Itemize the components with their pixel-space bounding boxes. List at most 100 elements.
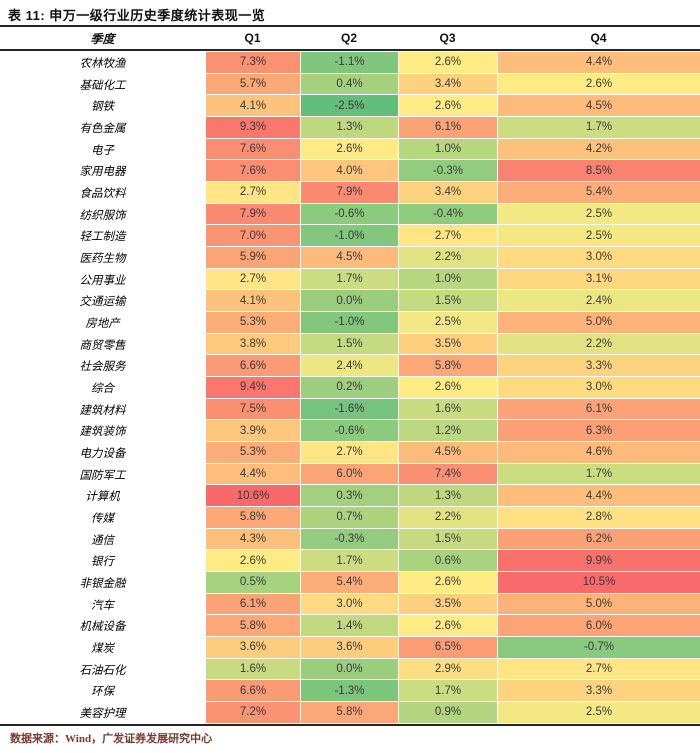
industry-name: 非银金融 xyxy=(0,572,205,594)
value-cell-q1: 3.6% xyxy=(205,637,300,659)
industry-name: 农林牧渔 xyxy=(0,52,205,74)
industry-name: 有色金属 xyxy=(0,117,205,139)
value-cell-q1: 4.1% xyxy=(205,95,300,118)
value-cell-q1: 5.8% xyxy=(205,615,300,638)
value-cell-q4: 2.2% xyxy=(497,333,700,356)
industry-name: 汽车 xyxy=(0,593,205,616)
value-cell-q4: 3.3% xyxy=(497,680,700,703)
industry-name: 传媒 xyxy=(0,507,205,529)
value-cell-q4: 8.5% xyxy=(497,160,700,183)
table-row: 电力设备 5.3% 2.7% 4.5% 4.6% xyxy=(0,442,700,464)
title-divider xyxy=(0,25,700,27)
industry-name: 建筑装饰 xyxy=(0,420,205,443)
value-cell-q2: -1.1% xyxy=(300,52,398,74)
value-cell-q3: 1.7% xyxy=(398,680,497,703)
value-cell-q2: 4.5% xyxy=(300,247,398,269)
value-cell-q4: 6.1% xyxy=(497,398,700,421)
value-cell-q4: 5.4% xyxy=(497,182,700,204)
value-cell-q3: 4.5% xyxy=(398,442,497,464)
table-row: 农林牧渔 7.3% -1.1% 2.6% 4.4% xyxy=(0,52,700,74)
value-cell-q2: 0.4% xyxy=(300,73,398,96)
value-cell-q3: 1.0% xyxy=(398,138,497,161)
value-cell-q1: 7.5% xyxy=(205,398,300,421)
table-title: 表 11: 申万一级行业历史季度统计表现一览 xyxy=(8,8,266,23)
value-cell-q3: 2.6% xyxy=(398,615,497,638)
table-row: 房地产 5.3% -1.0% 2.5% 5.0% xyxy=(0,312,700,334)
value-cell-q2: 1.5% xyxy=(300,333,398,356)
table-row: 建筑材料 7.5% -1.6% 1.6% 6.1% xyxy=(0,398,700,421)
value-cell-q1: 6.1% xyxy=(205,593,300,616)
value-cell-q1: 5.3% xyxy=(205,312,300,334)
value-cell-q4: 2.5% xyxy=(497,702,700,724)
value-cell-q4: 4.2% xyxy=(497,138,700,161)
table-row: 煤炭 3.6% 3.6% 6.5% -0.7% xyxy=(0,637,700,659)
value-cell-q1: 1.6% xyxy=(205,658,300,681)
industry-name: 医药生物 xyxy=(0,247,205,269)
value-cell-q2: -1.0% xyxy=(300,312,398,334)
value-cell-q4: 4.4% xyxy=(497,52,700,74)
value-cell-q3: 2.2% xyxy=(398,507,497,529)
value-cell-q1: 3.8% xyxy=(205,333,300,356)
industry-name: 综合 xyxy=(0,377,205,399)
industry-name: 国防军工 xyxy=(0,463,205,486)
value-cell-q1: 4.1% xyxy=(205,290,300,313)
table-row: 电子 7.6% 2.6% 1.0% 4.2% xyxy=(0,138,700,161)
value-cell-q4: 2.5% xyxy=(497,203,700,226)
value-cell-q3: 6.5% xyxy=(398,637,497,659)
value-cell-q1: 0.5% xyxy=(205,572,300,594)
header-divider xyxy=(0,49,700,51)
value-cell-q4: 10.5% xyxy=(497,572,700,594)
table-row: 国防军工 4.4% 6.0% 7.4% 1.7% xyxy=(0,463,700,486)
value-cell-q3: 1.2% xyxy=(398,420,497,443)
value-cell-q3: 7.4% xyxy=(398,463,497,486)
value-cell-q2: 5.4% xyxy=(300,572,398,594)
value-cell-q3: 2.6% xyxy=(398,95,497,118)
value-cell-q4: 2.8% xyxy=(497,507,700,529)
bottom-divider xyxy=(0,724,700,726)
table-row: 石油石化 1.6% 0.0% 2.9% 2.7% xyxy=(0,658,700,681)
value-cell-q3: 2.6% xyxy=(398,572,497,594)
table-row: 商贸零售 3.8% 1.5% 3.5% 2.2% xyxy=(0,333,700,356)
header-q3: Q3 xyxy=(439,31,456,45)
industry-name: 基础化工 xyxy=(0,73,205,96)
industry-name: 通信 xyxy=(0,528,205,551)
value-cell-q4: 2.6% xyxy=(497,73,700,96)
value-cell-q2: -2.5% xyxy=(300,95,398,118)
value-cell-q1: 7.9% xyxy=(205,203,300,226)
industry-name: 石油石化 xyxy=(0,658,205,681)
value-cell-q2: 6.0% xyxy=(300,463,398,486)
table-row: 传媒 5.8% 0.7% 2.2% 2.8% xyxy=(0,507,700,529)
table-row: 银行 2.6% 1.7% 0.6% 9.9% xyxy=(0,550,700,573)
value-cell-q2: 1.4% xyxy=(300,615,398,638)
industry-name: 轻工制造 xyxy=(0,225,205,248)
industry-name: 家用电器 xyxy=(0,160,205,183)
value-cell-q1: 4.4% xyxy=(205,463,300,486)
value-cell-q3: 1.5% xyxy=(398,528,497,551)
table-header-row: 季度 Q1 Q2 Q3 Q4 xyxy=(0,27,700,49)
value-cell-q4: 3.3% xyxy=(497,355,700,378)
value-cell-q3: 5.8% xyxy=(398,355,497,378)
industry-name: 环保 xyxy=(0,680,205,703)
value-cell-q3: 6.1% xyxy=(398,117,497,139)
table-row: 基础化工 5.7% 0.4% 3.4% 2.6% xyxy=(0,73,700,96)
value-cell-q1: 10.6% xyxy=(205,485,300,508)
value-cell-q4: 9.9% xyxy=(497,550,700,573)
value-cell-q2: -0.6% xyxy=(300,203,398,226)
value-cell-q2: 1.3% xyxy=(300,117,398,139)
table-row: 纺织服饰 7.9% -0.6% -0.4% 2.5% xyxy=(0,203,700,226)
industry-name: 煤炭 xyxy=(0,637,205,659)
industry-name: 公用事业 xyxy=(0,268,205,291)
value-cell-q3: 3.5% xyxy=(398,333,497,356)
value-cell-q1: 5.3% xyxy=(205,442,300,464)
value-cell-q3: 3.5% xyxy=(398,593,497,616)
industry-name: 美容护理 xyxy=(0,702,205,724)
value-cell-q1: 5.7% xyxy=(205,73,300,96)
table-row: 食品饮料 2.7% 7.9% 3.4% 5.4% xyxy=(0,182,700,204)
value-cell-q1: 7.3% xyxy=(205,52,300,74)
table-row: 钢铁 4.1% -2.5% 2.6% 4.5% xyxy=(0,95,700,118)
value-cell-q1: 9.4% xyxy=(205,377,300,399)
value-cell-q3: 2.2% xyxy=(398,247,497,269)
value-cell-q3: 2.5% xyxy=(398,312,497,334)
value-cell-q1: 9.3% xyxy=(205,117,300,139)
